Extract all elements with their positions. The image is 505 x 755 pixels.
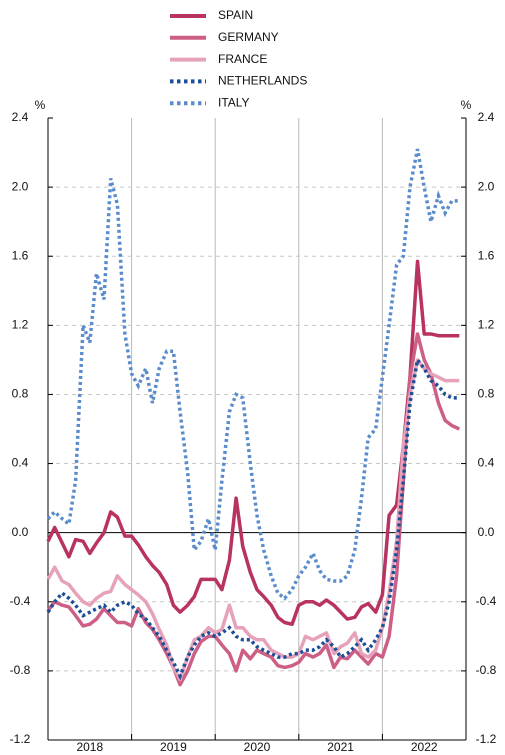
y-tick-label: 0.0 [12, 525, 29, 539]
y2-tick-label: 2.4 [478, 110, 495, 124]
y-tick-label: -0.8 [10, 663, 31, 677]
y2-tick-label: 0.8 [478, 387, 495, 401]
y-tick-label: 1.2 [12, 318, 29, 332]
y2-tick-label: 1.2 [478, 318, 495, 332]
x-tick-label: 2020 [244, 740, 271, 754]
y2-tick-label: -0.8 [476, 663, 497, 677]
x-tick-label: 2021 [327, 740, 354, 754]
y-tick-label: -0.4 [10, 594, 31, 608]
y2-tick-label: -0.4 [476, 594, 497, 608]
y-unit-left: % [35, 98, 46, 112]
y2-tick-label: 0.4 [478, 456, 495, 470]
y-tick-label: 0.8 [12, 387, 29, 401]
y2-tick-label: 0.0 [478, 525, 495, 539]
legend-label: ITALY [218, 95, 250, 109]
y2-tick-label: -1.2 [476, 732, 497, 746]
y2-tick-label: 1.6 [478, 248, 495, 262]
x-tick-label: 2018 [76, 740, 103, 754]
y-tick-label: 2.4 [12, 110, 29, 124]
series-line [46, 332, 461, 687]
legend-label: FRANCE [218, 52, 267, 66]
legend-label: NETHERLANDS [218, 74, 307, 88]
legend-label: SPAIN [218, 8, 253, 22]
series-line [46, 355, 460, 681]
x-tick-label: 2022 [411, 740, 438, 754]
y2-tick-label: 2.0 [478, 179, 495, 193]
y-tick-label: 2.0 [12, 179, 29, 193]
x-tick-label: 2019 [160, 740, 187, 754]
legend-label: GERMANY [218, 30, 279, 44]
y-tick-label: -1.2 [10, 732, 31, 746]
series-line [46, 148, 460, 601]
y-unit-right: % [461, 98, 472, 112]
series-line [46, 259, 460, 626]
y-tick-label: 0.4 [12, 456, 29, 470]
y-tick-label: 1.6 [12, 248, 29, 262]
